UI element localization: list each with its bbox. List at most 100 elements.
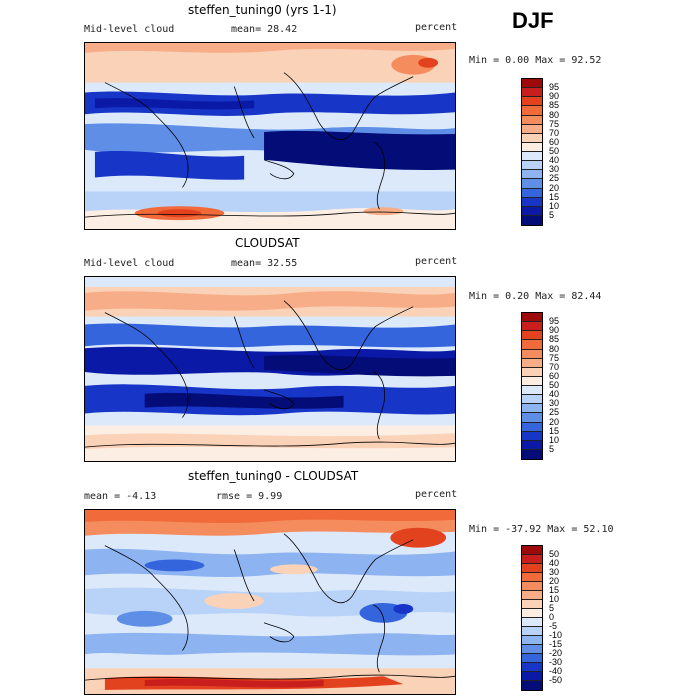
panel2-field-label: Mid-level cloud — [84, 258, 175, 269]
colorbar-tick-label: 95 — [549, 316, 560, 327]
panel3-units: percent — [415, 489, 458, 500]
panel3-colorbar — [521, 545, 543, 691]
colorbar-swatch — [522, 313, 542, 323]
colorbar-swatch — [522, 582, 542, 591]
colorbar-swatch — [522, 618, 542, 627]
colorbar-tick-label: 85 — [549, 334, 560, 345]
colorbar-tick-label: 70 — [549, 127, 560, 138]
colorbar-swatch — [522, 600, 542, 609]
colorbar-swatch — [522, 124, 542, 134]
colorbar-tick-label: 30 — [549, 567, 560, 577]
panel3-minmax: Min = -37.92 Max = 52.10 — [469, 524, 614, 535]
colorbar-swatch — [522, 404, 542, 414]
colorbar-tick-label: 85 — [549, 100, 560, 111]
panel3-rmse: rmse = 9.99 — [216, 491, 283, 502]
colorbar-tick-label: 40 — [549, 389, 560, 400]
colorbar-tick-label: 10 — [549, 594, 560, 604]
colorbar-tick-label: -15 — [549, 639, 563, 649]
colorbar-tick-label: -40 — [549, 666, 563, 676]
colorbar-swatch — [522, 546, 542, 555]
colorbar-swatch — [522, 161, 542, 171]
colorbar-tick-label: 90 — [549, 91, 560, 102]
colorbar-swatch — [522, 97, 542, 107]
colorbar-tick-label: -50 — [549, 675, 563, 685]
colorbar-swatch — [522, 645, 542, 654]
panel2-units: percent — [415, 256, 458, 267]
panel2-map-field — [85, 277, 455, 461]
colorbar-swatch — [522, 376, 542, 386]
colorbar-swatch — [522, 349, 542, 359]
colorbar-tick-label: 60 — [549, 370, 560, 381]
colorbar-tick-label: 80 — [549, 109, 560, 120]
colorbar-swatch — [522, 206, 542, 216]
colorbar-swatch — [522, 322, 542, 332]
panel1-map — [84, 42, 456, 230]
panel2-mean: mean= 32.55 — [231, 258, 298, 269]
colorbar-swatch — [522, 152, 542, 162]
colorbar-swatch — [522, 663, 542, 672]
colorbar-swatch — [522, 555, 542, 564]
colorbar-swatch — [522, 609, 542, 618]
colorbar-swatch — [522, 133, 542, 143]
panel3-title: steffen_tuning0 - CLOUDSAT — [188, 469, 359, 483]
colorbar-tick-label: 95 — [549, 82, 560, 93]
colorbar-swatch — [522, 106, 542, 116]
panel1-field-label: Mid-level cloud — [84, 24, 175, 35]
colorbar-tick-label: -30 — [549, 657, 563, 667]
colorbar-swatch — [522, 413, 542, 423]
colorbar-tick-label: -20 — [549, 648, 563, 658]
colorbar-swatch — [522, 170, 542, 180]
colorbar-tick-label: 25 — [549, 407, 560, 418]
colorbar-tick-label: 30 — [549, 164, 560, 175]
colorbar-tick-label: 10 — [549, 434, 560, 445]
panel1-mean: mean= 28.42 — [231, 24, 298, 35]
colorbar-tick-label: 15 — [549, 585, 560, 595]
colorbar-tick-label: 40 — [549, 155, 560, 166]
colorbar-swatch — [522, 367, 542, 377]
colorbar-swatch — [522, 440, 542, 450]
colorbar-swatch — [522, 636, 542, 645]
colorbar-tick-label: 75 — [549, 118, 560, 129]
panel1-colorbar — [521, 78, 543, 226]
colorbar-tick-label: 20 — [549, 416, 560, 427]
colorbar-tick-label: 50 — [549, 146, 560, 156]
panel2-map — [84, 276, 456, 462]
colorbar-tick-label: 5 — [549, 603, 555, 613]
colorbar-tick-label: 25 — [549, 173, 560, 184]
colorbar-tick-label: 15 — [549, 191, 560, 202]
colorbar-tick-label: 80 — [549, 343, 560, 354]
colorbar-tick-label: 60 — [549, 136, 560, 147]
colorbar-tick-label: -5 — [549, 621, 558, 631]
colorbar-tick-label: 75 — [549, 352, 560, 363]
colorbar-swatch — [522, 573, 542, 582]
colorbar-swatch — [522, 340, 542, 350]
colorbar-tick-label: 50 — [549, 380, 560, 390]
colorbar-swatch — [522, 591, 542, 600]
colorbar-swatch — [522, 115, 542, 125]
colorbar-swatch — [522, 197, 542, 207]
colorbar-tick-label: 0 — [549, 612, 555, 622]
panel1-units: percent — [415, 22, 458, 33]
colorbar-tick-label: 50 — [549, 549, 560, 559]
colorbar-swatch — [522, 188, 542, 198]
panel3-mean: mean = -4.13 — [84, 491, 157, 502]
panel2-minmax: Min = 0.20 Max = 82.44 — [469, 291, 602, 302]
colorbar-swatch — [522, 564, 542, 573]
colorbar-swatch — [522, 179, 542, 189]
colorbar-tick-label: 15 — [549, 425, 560, 436]
panel3-map-field — [85, 510, 455, 694]
colorbar-swatch — [522, 142, 542, 152]
colorbar-swatch — [522, 386, 542, 396]
colorbar-tick-label: 10 — [549, 200, 560, 211]
colorbar-swatch — [522, 654, 542, 663]
colorbar-swatch — [522, 331, 542, 341]
panel2-title: CLOUDSAT — [235, 236, 300, 250]
colorbar-tick-label: 90 — [549, 325, 560, 336]
colorbar-swatch — [522, 431, 542, 441]
colorbar-swatch — [522, 681, 542, 690]
colorbar-swatch — [522, 215, 542, 225]
colorbar-swatch — [522, 395, 542, 405]
colorbar-tick-label: 70 — [549, 361, 560, 372]
colorbar-swatch — [522, 358, 542, 368]
colorbar-tick-label: 40 — [549, 558, 560, 568]
